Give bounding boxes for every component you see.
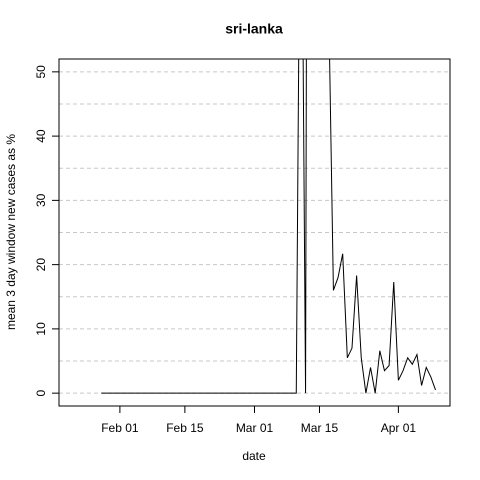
x-tick-label: Apr 01 [381, 421, 417, 435]
y-tick-label: 30 [34, 193, 48, 207]
x-tick-label: Mar 15 [301, 421, 339, 435]
y-tick-label: 50 [34, 65, 48, 79]
grid [59, 71, 450, 394]
chart-title: sri-lanka [225, 21, 283, 37]
x-axis-label: date [242, 449, 266, 463]
x-tick-label: Feb 01 [101, 421, 139, 435]
y-tick-label: 0 [34, 389, 48, 396]
plot-area [101, 59, 436, 394]
x-tick-label: Mar 01 [236, 421, 274, 435]
x-tick-label: Feb 15 [166, 421, 204, 435]
y-tick-label: 20 [34, 258, 48, 272]
line-series [101, 59, 436, 394]
y-tick-label: 10 [34, 322, 48, 336]
y-axis-label: mean 3 day window new cases as % [4, 134, 18, 330]
y-tick-label: 40 [34, 129, 48, 143]
axes: 0 10 20 30 40 50 Feb 01 Feb 15 Mar 01 Mar 15 Apr 0… [34, 65, 416, 435]
